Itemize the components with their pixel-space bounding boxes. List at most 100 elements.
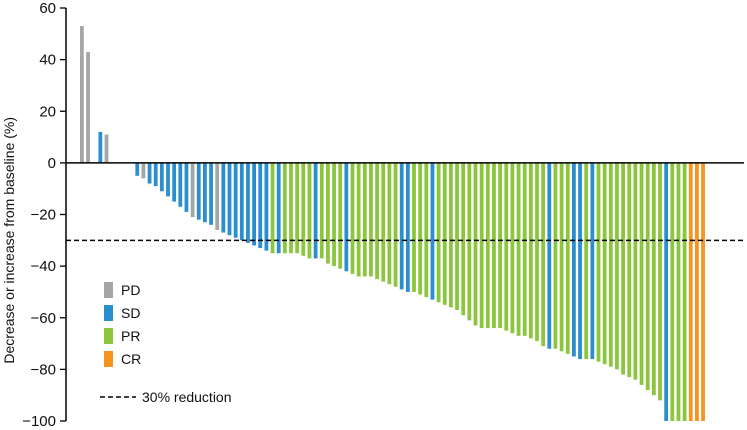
bar-pr <box>565 162 570 354</box>
bar-pr <box>621 162 625 375</box>
bar-pr <box>541 162 546 347</box>
y-tick-label: −20 <box>31 207 56 224</box>
bar-sd <box>399 162 404 290</box>
bar-pr <box>393 162 398 287</box>
bar-pr <box>270 162 275 254</box>
bar-pr <box>516 162 521 336</box>
bar-pr <box>319 162 324 259</box>
bar-sd <box>184 162 189 212</box>
bar-pr <box>553 162 558 349</box>
legend-swatch-sd <box>104 305 113 321</box>
bar-pr <box>455 162 459 311</box>
legend-threshold-label: 30% reduction <box>142 389 232 405</box>
bar-pr <box>338 162 343 269</box>
bar-pr <box>639 162 644 385</box>
bar-sd <box>172 162 177 202</box>
bar-pr <box>510 162 515 334</box>
bar-pr <box>424 162 429 298</box>
bar-pr <box>670 162 675 421</box>
bar-pr <box>633 162 638 380</box>
legend-label-cr: CR <box>121 351 141 367</box>
bar-pr <box>369 162 373 277</box>
bar-pr <box>461 162 466 316</box>
bars <box>80 26 705 421</box>
bar-pr <box>498 162 502 329</box>
y-ticks: 60 40 20 0 −20 −40 −60 −80 −100 <box>22 0 66 430</box>
bar-pr <box>522 162 527 336</box>
bar-pr <box>301 162 306 256</box>
bar-pr <box>559 162 564 352</box>
bar-sd <box>166 162 170 197</box>
bar-sd <box>227 162 232 236</box>
bar-pr <box>381 162 386 282</box>
bar-pr <box>651 162 656 396</box>
bar-pr <box>602 162 607 365</box>
y-tick-label: −100 <box>22 413 56 430</box>
bar-pr <box>535 162 539 341</box>
bar-pr <box>449 162 453 308</box>
y-tick-label: 20 <box>39 103 56 120</box>
bar-pr <box>473 162 478 326</box>
bar-sd <box>252 162 256 246</box>
bar-sd <box>276 162 281 254</box>
bar-pr <box>584 162 589 360</box>
bar-sd <box>203 162 207 223</box>
bar-pd <box>190 162 195 218</box>
bar-pd <box>86 51 90 163</box>
bar-sd <box>159 162 164 192</box>
bar-pr <box>387 162 392 285</box>
bar-pr <box>608 162 613 367</box>
bar-sd <box>196 162 201 220</box>
bar-sd <box>239 162 244 241</box>
bar-sd <box>590 162 595 360</box>
y-tick-label: −80 <box>31 361 56 378</box>
bar-cr <box>701 162 705 421</box>
bar-sd <box>233 162 238 238</box>
bar-pr <box>528 162 533 339</box>
bar-pr <box>350 162 355 274</box>
bar-cr <box>695 162 699 421</box>
bar-pr <box>504 162 509 331</box>
bar-pr <box>375 162 379 280</box>
bar-pr <box>658 162 662 401</box>
bar-pd <box>141 162 146 179</box>
bar-pr <box>289 162 293 254</box>
legend-swatch-pd <box>104 282 113 298</box>
bar-sd <box>246 162 250 243</box>
bar-pr <box>332 162 336 267</box>
bar-sd <box>221 162 226 233</box>
y-tick-label: 40 <box>39 52 56 69</box>
bar-sd <box>430 162 435 300</box>
bar-pr <box>596 162 601 362</box>
bar-cr <box>688 162 693 421</box>
bar-sd <box>313 162 318 259</box>
bar-pr <box>282 162 287 254</box>
bar-pd <box>80 26 84 163</box>
bar-pr <box>326 162 330 264</box>
bar-sd <box>572 162 576 357</box>
bar-sd <box>578 162 582 360</box>
bar-pr <box>307 162 312 259</box>
bar-pr <box>682 162 687 421</box>
legend-label-pr: PR <box>121 328 140 344</box>
bar-pr <box>442 162 447 305</box>
bar-pr <box>479 162 484 329</box>
bar-pr <box>412 162 416 292</box>
bar-pr <box>295 162 300 254</box>
bar-pr <box>485 162 490 329</box>
bar-pr <box>615 162 619 370</box>
bar-pr <box>356 162 361 277</box>
bar-pr <box>492 162 496 329</box>
legend-items: PD SD PR CR <box>104 282 141 367</box>
bar-sd <box>135 162 140 176</box>
legend: PD SD PR CR 30% reduction <box>100 282 232 405</box>
legend-swatch-pr <box>104 328 113 344</box>
bar-pr <box>418 162 423 295</box>
bar-sd <box>178 162 183 207</box>
bar-sd <box>147 162 152 184</box>
bar-sd <box>664 162 669 421</box>
bar-sd <box>344 162 349 272</box>
bar-pr <box>645 162 650 391</box>
bar-sd <box>209 162 213 225</box>
